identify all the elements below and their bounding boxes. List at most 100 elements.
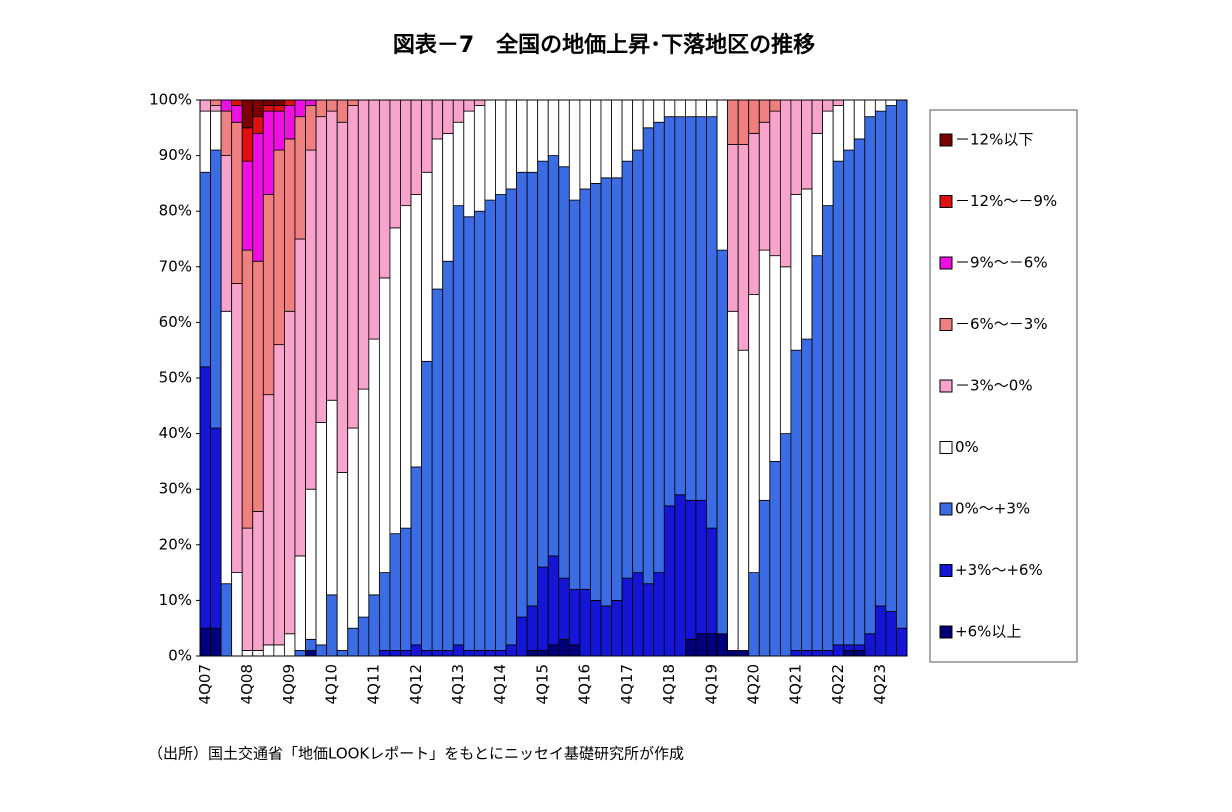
bar-segment (621, 577, 634, 657)
x-tick-label: 4Q12 (407, 664, 425, 704)
x-tick-label: 4Q09 (280, 664, 298, 704)
bar-segment (231, 105, 243, 123)
chart-title: 図表－7 全国の地価上昇･下落地区の推移 (393, 32, 815, 58)
bar-segment (452, 99, 465, 123)
legend-swatch (939, 564, 953, 577)
bar-segment (653, 121, 665, 573)
bar-segment (790, 99, 802, 195)
bar-segment (368, 99, 380, 340)
bar-segment (822, 205, 834, 651)
bar-segment (516, 99, 528, 173)
bar-segment (473, 99, 486, 106)
x-tick-label: 4Q19 (702, 664, 720, 704)
bar-segment (252, 99, 264, 118)
bar-segment (505, 188, 517, 646)
bar-segment (811, 99, 823, 134)
bar-segment (885, 99, 897, 106)
bar-segment (410, 466, 422, 646)
bar-segment (231, 572, 243, 657)
bar-segment (326, 594, 338, 657)
bar-segment (473, 210, 486, 651)
bar-segment (336, 99, 349, 123)
legend-label: －3%～0% (955, 377, 1033, 395)
bar-segment (495, 650, 507, 657)
bar-segment (748, 572, 760, 657)
bar-segment (568, 644, 581, 657)
bar-segment (463, 99, 475, 112)
bar-segment (864, 116, 876, 635)
bar-segment (843, 644, 855, 651)
bar-segment (558, 577, 570, 640)
bar-segment (199, 366, 211, 629)
bar-segment (695, 116, 707, 501)
legend-label: +3%～+6% (955, 561, 1043, 579)
bar-segment (822, 99, 834, 112)
bar-segment (305, 638, 317, 651)
bar-segment (400, 99, 412, 207)
bar-segment (431, 288, 444, 651)
bar-segment (568, 588, 581, 646)
bar-segment (811, 255, 823, 651)
bar-segment (410, 194, 422, 468)
bar-segment (748, 99, 760, 134)
bar-segment (547, 555, 560, 646)
bar-segment (336, 472, 349, 651)
bar-segment (685, 116, 697, 501)
y-tick-label: 50% (159, 369, 192, 387)
bar-segment (273, 344, 285, 646)
bar-segment (621, 99, 634, 162)
bar-segment (547, 155, 560, 557)
bar-segment (611, 99, 623, 179)
bar-segment (210, 110, 222, 151)
bar-segment (779, 99, 792, 268)
x-tick-label: 4Q10 (322, 664, 340, 704)
bar-segment (642, 99, 655, 129)
bar-segment (653, 572, 665, 657)
bar-segment (262, 99, 275, 106)
bar-segment (368, 594, 380, 657)
bar-segment (537, 99, 549, 162)
bar-segment (727, 310, 739, 651)
bar-segment (442, 99, 454, 134)
bar-segment (716, 99, 729, 251)
bar-segment (241, 527, 254, 651)
x-tick-label: 4Q08 (238, 664, 256, 704)
bar-segment (790, 349, 802, 651)
bar-segment (758, 499, 771, 657)
bar-segment (220, 155, 233, 312)
bar-segment (284, 633, 296, 657)
bar-segment (336, 121, 349, 473)
bar-segment (241, 650, 254, 657)
bar-segment (843, 99, 855, 151)
bar-segment (663, 116, 676, 507)
bar-segment (231, 121, 243, 284)
bar-segment (558, 638, 570, 657)
bar-segment (294, 555, 306, 651)
bar-segment (685, 99, 697, 118)
bar-segment (822, 650, 834, 657)
bar-segment (378, 277, 391, 574)
bar-segment (495, 194, 507, 651)
bar-segment (252, 116, 264, 134)
bar-segment (210, 105, 222, 112)
bar-segment (241, 249, 254, 529)
bar-segment (220, 99, 233, 112)
bar-segment (220, 583, 233, 657)
bar-segment (547, 644, 560, 657)
bar-segment (832, 99, 845, 106)
bar-segment (896, 99, 908, 629)
bar-segment (273, 644, 285, 657)
bar-segment (769, 460, 781, 657)
bar-segment (611, 600, 623, 657)
bar-segment (305, 149, 317, 490)
bar-segment (642, 127, 655, 585)
bar-segment (801, 99, 813, 190)
bar-segment (389, 99, 401, 229)
bar-segment (273, 105, 285, 112)
bar-segment (811, 650, 823, 657)
bar-segment (516, 171, 528, 618)
bar-segment (706, 527, 718, 635)
bar-segment (663, 99, 676, 118)
legend-swatch (939, 441, 953, 454)
bar-segment (748, 132, 760, 296)
